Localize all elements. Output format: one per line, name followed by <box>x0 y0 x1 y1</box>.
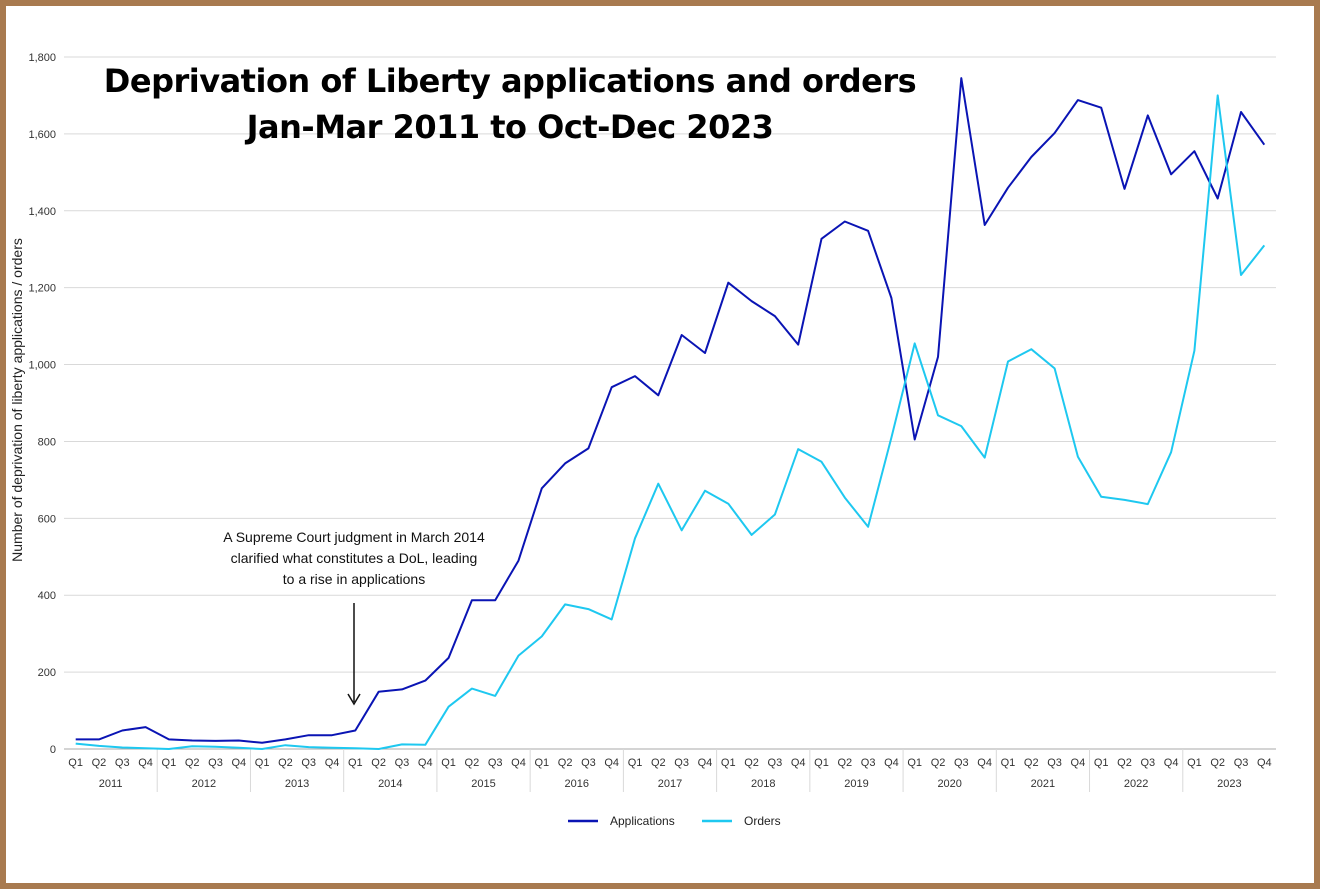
x-tick-label: Q4 <box>325 757 340 769</box>
y-tick-label: 1,200 <box>28 283 56 295</box>
x-tick-label: Q1 <box>348 757 363 769</box>
x-tick-label: Q4 <box>604 757 619 769</box>
x-tick-label: Q2 <box>92 757 107 769</box>
x-tick-label: Q1 <box>1094 757 1109 769</box>
x-tick-label: Q4 <box>138 757 153 769</box>
x-tick-label: Q3 <box>581 757 596 769</box>
x-tick-label: Q4 <box>1071 757 1086 769</box>
x-tick-label: Q3 <box>488 757 503 769</box>
legend-label-orders: Orders <box>744 814 781 828</box>
x-tick-label: Q4 <box>231 757 246 769</box>
series-lines <box>75 77 1266 750</box>
x-tick-label: Q3 <box>861 757 876 769</box>
x-tick-label: Q4 <box>1257 757 1272 769</box>
x-tick-label: Q1 <box>534 757 549 769</box>
x-axis-ticks: Q1 Q2 Q3 Q4 2011 Q1 Q2 Q3 Q4 2012 Q1 Q2 Q3 Q4 2013 Q1 Q2… <box>68 749 1272 792</box>
x-tick-label: Q1 <box>721 757 736 769</box>
x-tick-label: Q1 <box>68 757 83 769</box>
y-tick-label: 1,400 <box>28 206 56 218</box>
x-tick-label: Q3 <box>954 757 969 769</box>
x-year-label: 2016 <box>565 778 589 790</box>
x-tick-label: Q3 <box>1140 757 1155 769</box>
x-tick-label: Q2 <box>278 757 293 769</box>
x-tick-label: Q2 <box>558 757 573 769</box>
x-tick-label: Q1 <box>441 757 456 769</box>
x-tick-label: Q4 <box>418 757 433 769</box>
x-tick-label: Q2 <box>931 757 946 769</box>
y-tick-label: 1,600 <box>28 129 56 141</box>
x-tick-label: Q3 <box>115 757 130 769</box>
y-tick-label: 400 <box>38 590 56 602</box>
x-tick-label: Q4 <box>977 757 992 769</box>
x-tick-label: Q1 <box>162 757 177 769</box>
x-tick-label: Q2 <box>465 757 480 769</box>
x-year-label: 2021 <box>1031 778 1055 790</box>
x-year-label: 2015 <box>471 778 495 790</box>
annotation-line-1: A Supreme Court judgment in March 2014 <box>223 529 485 545</box>
x-year-label: 2012 <box>192 778 216 790</box>
legend: Applications Orders <box>568 814 781 828</box>
annotation-arrow-head <box>347 693 361 706</box>
x-year-label: 2022 <box>1124 778 1148 790</box>
legend-item-orders: Orders <box>702 814 781 828</box>
x-tick-label: Q2 <box>185 757 200 769</box>
annotation: A Supreme Court judgment in March 2014 c… <box>223 529 485 706</box>
series-line-applications <box>75 77 1266 744</box>
x-tick-label: Q2 <box>1210 757 1225 769</box>
y-tick-label: 600 <box>38 513 56 525</box>
x-tick-label: Q1 <box>628 757 643 769</box>
y-axis-label: Number of deprivation of liberty applica… <box>9 238 25 562</box>
x-tick-label: Q4 <box>884 757 899 769</box>
x-tick-label: Q4 <box>698 757 713 769</box>
x-year-label: 2011 <box>99 778 123 790</box>
y-tick-label: 1,000 <box>28 360 56 372</box>
legend-label-applications: Applications <box>610 814 675 828</box>
x-year-label: 2023 <box>1217 778 1241 790</box>
x-year-label: 2013 <box>285 778 309 790</box>
x-tick-label: Q2 <box>837 757 852 769</box>
y-tick-label: 200 <box>38 667 56 679</box>
chart-subtitle: Jan-Mar 2011 to Oct-Dec 2023 <box>246 108 774 146</box>
x-tick-label: Q2 <box>1117 757 1132 769</box>
annotation-line-3: to a rise in applications <box>283 571 425 587</box>
x-tick-label: Q4 <box>1164 757 1179 769</box>
chart-title: Deprivation of Liberty applications and … <box>103 62 917 100</box>
x-year-label: 2020 <box>937 778 961 790</box>
x-tick-label: Q3 <box>301 757 316 769</box>
y-axis-ticks: 0 200 400 600 800 1,000 1,200 1,400 1,600 1,800 <box>28 52 56 756</box>
x-tick-label: Q4 <box>511 757 526 769</box>
annotation-line-2: clarified what constitutes a DoL, leadin… <box>231 550 478 566</box>
series-line-orders <box>75 94 1266 750</box>
x-tick-label: Q1 <box>255 757 270 769</box>
x-tick-label: Q1 <box>1001 757 1016 769</box>
x-tick-label: Q2 <box>371 757 386 769</box>
x-tick-label: Q2 <box>651 757 666 769</box>
x-year-label: 2019 <box>844 778 868 790</box>
legend-item-applications: Applications <box>568 814 675 828</box>
x-tick-label: Q4 <box>791 757 806 769</box>
x-tick-label: Q3 <box>1234 757 1249 769</box>
x-tick-label: Q3 <box>674 757 689 769</box>
x-tick-label: Q3 <box>208 757 223 769</box>
x-tick-label: Q3 <box>1047 757 1062 769</box>
x-tick-label: Q1 <box>1187 757 1202 769</box>
x-year-label: 2018 <box>751 778 775 790</box>
x-tick-label: Q2 <box>1024 757 1039 769</box>
x-tick-label: Q1 <box>907 757 922 769</box>
x-tick-label: Q3 <box>395 757 410 769</box>
x-tick-label: Q1 <box>814 757 829 769</box>
y-tick-label: 0 <box>50 744 56 756</box>
x-year-label: 2017 <box>658 778 682 790</box>
gridlines <box>64 56 1276 750</box>
x-year-label: 2014 <box>378 778 402 790</box>
x-tick-label: Q2 <box>744 757 759 769</box>
x-tick-label: Q3 <box>768 757 783 769</box>
y-tick-label: 1,800 <box>28 52 56 64</box>
chart-title-block: Deprivation of Liberty applications and … <box>60 58 960 150</box>
y-tick-label: 800 <box>38 436 56 448</box>
